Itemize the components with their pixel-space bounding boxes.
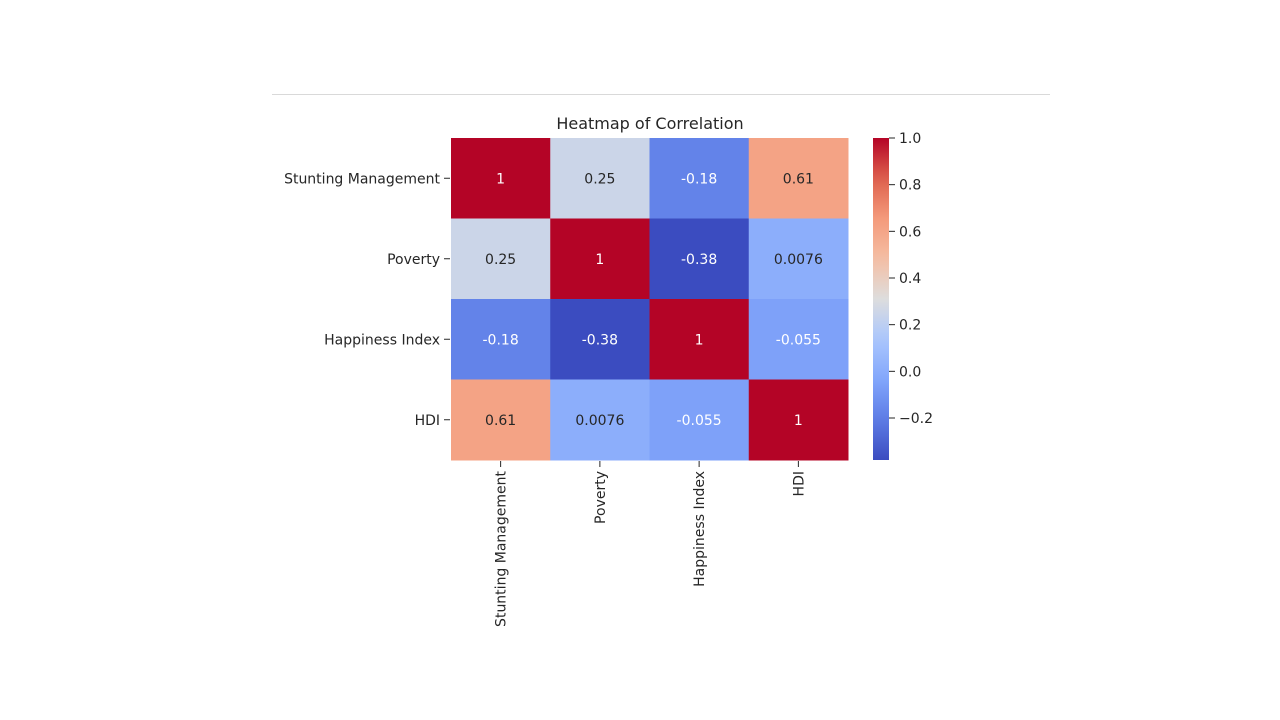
heatmap-cell	[748, 299, 849, 380]
cell-annotation: 0.61	[783, 171, 814, 187]
colorbar-tick-label: 0.8	[899, 178, 921, 194]
cell-annotation: 1	[794, 413, 803, 429]
colorbar-tick-label: 0.2	[899, 318, 921, 334]
heatmap-cell	[550, 379, 650, 461]
heatmap-cell	[748, 138, 849, 219]
y-tick-label: HDI	[415, 413, 440, 429]
heatmap-cell	[748, 218, 849, 300]
heatmap-cell	[550, 299, 650, 380]
heatmap-cell	[550, 218, 650, 300]
cell-annotation: 0.25	[584, 171, 615, 187]
cell-annotation: -0.38	[681, 252, 717, 268]
x-tick-label: Poverty	[593, 471, 609, 524]
y-tick-label: Stunting Management	[284, 171, 440, 187]
cell-annotation: 0.25	[485, 252, 516, 268]
x-tick-label: Stunting Management	[494, 470, 510, 626]
heatmap-cell	[649, 379, 750, 461]
heatmap-cell	[451, 379, 551, 461]
cell-annotation: 0.61	[485, 413, 516, 429]
cell-annotation: 1	[496, 171, 505, 187]
heatmap-cell	[550, 138, 650, 219]
colorbar-tick-label: 0.0	[899, 364, 921, 380]
y-tick-label: Poverty	[387, 252, 440, 268]
x-tick-label: HDI	[791, 471, 807, 496]
heatmap-cell	[451, 138, 551, 219]
colorbar	[873, 138, 889, 460]
divider-line	[272, 94, 1050, 95]
cell-annotation: -0.055	[776, 332, 821, 348]
heatmap-cell	[748, 379, 849, 461]
heatmap-cell	[451, 299, 551, 380]
heatmap-cell	[649, 299, 750, 380]
cell-annotation: 0.0076	[575, 413, 624, 429]
cell-annotation: -0.18	[681, 171, 717, 187]
heatmap-cell	[451, 218, 551, 300]
cell-annotation: 1	[595, 252, 604, 268]
colorbar-tick-label: 0.4	[899, 271, 921, 287]
cell-annotation: -0.055	[677, 413, 722, 429]
heatmap-cell	[649, 138, 750, 219]
cell-annotation: -0.18	[483, 332, 519, 348]
cell-annotation: -0.38	[582, 332, 618, 348]
colorbar-tick-label: 0.6	[899, 224, 921, 240]
heatmap-cell	[649, 218, 750, 300]
chart-title: Heatmap of Correlation	[556, 114, 743, 133]
x-tick-label: Happiness Index	[692, 471, 708, 587]
cell-annotation: 1	[695, 332, 704, 348]
colorbar-tick-label: −0.2	[899, 411, 933, 427]
colorbar-tick-label: 1.0	[899, 131, 921, 147]
cell-annotation: 0.0076	[774, 252, 823, 268]
y-tick-label: Happiness Index	[324, 332, 440, 348]
